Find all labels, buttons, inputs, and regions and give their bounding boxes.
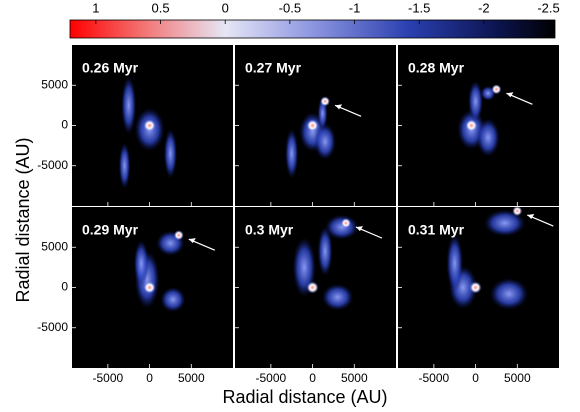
colorbar-tick-label: -1 [349, 0, 361, 15]
colorbar-tick-label: -1.5 [408, 0, 430, 15]
gas-structure [446, 234, 464, 293]
y-axis-label: Radial distance (AU) [13, 137, 33, 302]
panel-image [457, 80, 533, 157]
companion [491, 84, 502, 95]
gas-structure [468, 80, 484, 123]
colorbar-tick-label: 1 [92, 0, 99, 15]
x-tick-label: 0 [472, 371, 479, 385]
arrow-head [188, 238, 196, 244]
y-tick-label: 0 [61, 118, 68, 132]
companion [173, 230, 184, 241]
colorbar-tick-label: -2.5 [537, 0, 559, 15]
gas-structure [321, 283, 354, 311]
arrow-head [355, 226, 363, 232]
gas-structure [483, 209, 526, 237]
panel: 0.29 Myr -5000 0 5000 5000 0 -5000 [37, 207, 233, 385]
arrow-head [335, 104, 343, 110]
panel-image [133, 230, 216, 313]
panel-image [285, 96, 362, 179]
protostar [469, 281, 482, 294]
y-tick-label: 0 [61, 280, 68, 294]
gas-structure [285, 128, 299, 179]
panel-label: 0.3 Myr [245, 222, 294, 238]
gas-structure [163, 128, 178, 179]
panel-image [292, 214, 383, 311]
colorbar-tick-label: -0.5 [279, 0, 301, 15]
protostar [306, 281, 319, 294]
arrow-head [506, 92, 514, 98]
gas-structure [118, 142, 131, 190]
gas-structure [317, 226, 333, 277]
panel: 0.28 Myr [398, 45, 559, 206]
companion [320, 96, 331, 107]
companion [512, 207, 523, 217]
gas-structure [133, 240, 149, 287]
x-tick-label: 5000 [178, 371, 205, 385]
panel-label: 0.27 Myr [245, 60, 302, 76]
panel: 0.26 Myr 5000 0 -5000 [37, 45, 233, 206]
gas-structure [489, 278, 529, 310]
panel: 0.3 Myr -5000 0 5000 [235, 207, 396, 385]
gas-structure [476, 118, 500, 157]
panel-image [118, 76, 178, 190]
protostar [143, 281, 156, 294]
x-tick-label: -5000 [419, 371, 450, 385]
x-tick-label: 0 [146, 371, 153, 385]
x-axis-label: Radial distance (AU) [222, 387, 387, 407]
panel-label: 0.26 Myr [82, 60, 139, 76]
gas-structure [121, 76, 137, 135]
y-tick-label: 5000 [41, 239, 68, 253]
colorbar-tick-label: 0 [222, 0, 229, 15]
colorbar-tick-label: -2 [478, 0, 490, 15]
panel: 0.31 Myr -5000 0 5000 [398, 207, 559, 385]
colorbar [69, 19, 556, 39]
x-tick-label: -5000 [93, 371, 124, 385]
x-tick-label: 5000 [341, 371, 368, 385]
x-tick-label: 5000 [504, 371, 531, 385]
panel-image [446, 207, 554, 310]
panel: 0.27 Myr [235, 45, 396, 206]
protostar [143, 119, 156, 132]
panel-label: 0.29 Myr [82, 222, 139, 238]
x-tick-label: -5000 [256, 371, 287, 385]
gas-structure [160, 287, 186, 313]
y-tick-label: 5000 [41, 77, 68, 91]
arrow-head [527, 214, 535, 220]
panel-label: 0.28 Myr [408, 60, 465, 76]
y-tick-label: -5000 [37, 320, 68, 334]
colorbar-tick-label: 0.5 [151, 0, 169, 15]
x-tick-label: 0 [309, 371, 316, 385]
y-tick-label: -5000 [37, 158, 68, 172]
gas-structure [314, 123, 336, 160]
panel-label: 0.31 Myr [408, 222, 465, 238]
protostar [306, 119, 319, 132]
companion [340, 218, 351, 229]
protostar [465, 119, 478, 132]
